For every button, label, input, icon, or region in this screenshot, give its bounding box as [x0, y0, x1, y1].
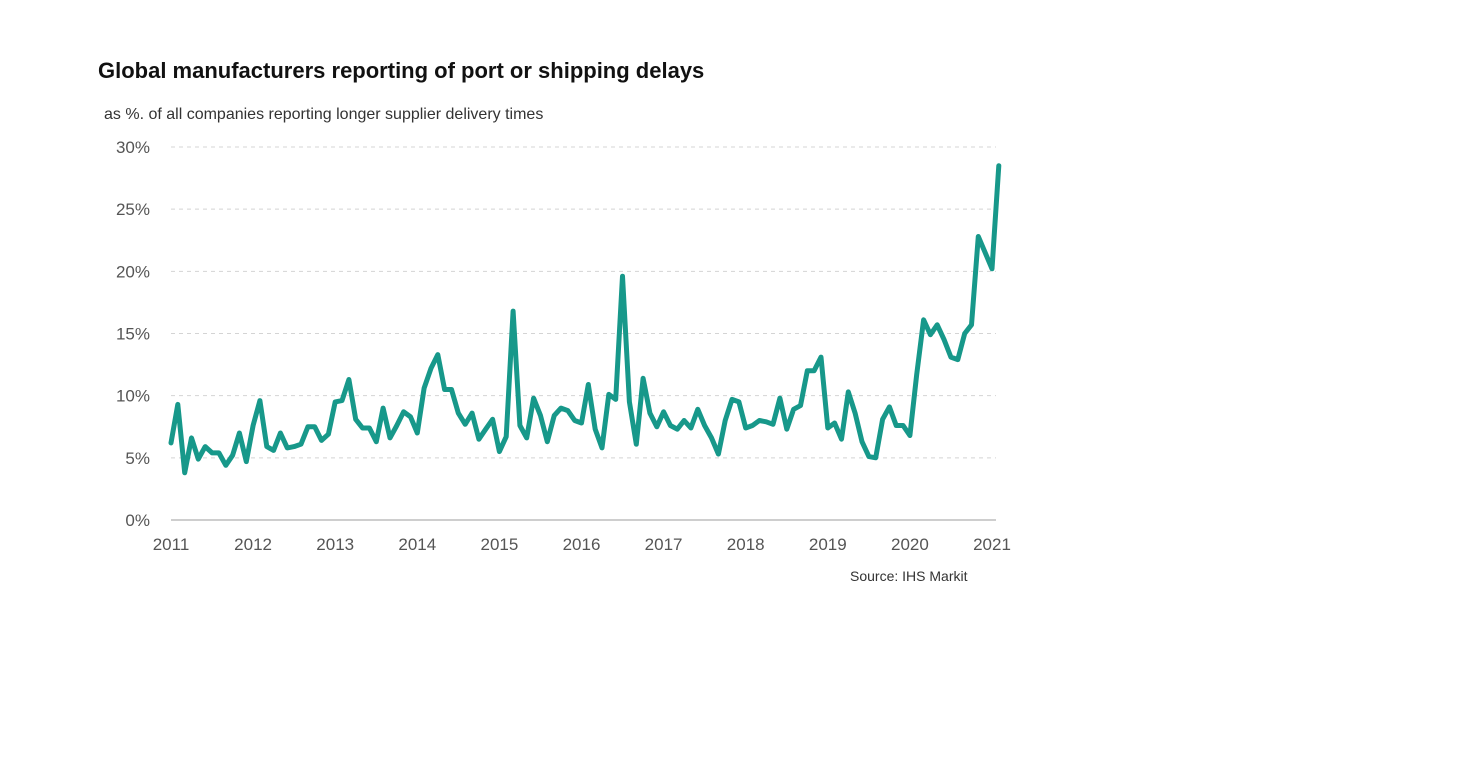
- x-tick-label: 2011: [153, 535, 190, 554]
- y-tick-label: 30%: [116, 138, 150, 157]
- y-axis-tick-labels: 0% 5% 10% 15% 20% 25% 30%: [116, 138, 150, 530]
- y-tick-label: 0%: [125, 511, 150, 530]
- x-tick-label: 2015: [480, 535, 518, 554]
- chart-subtitle: as %. of all companies reporting longer …: [104, 106, 544, 123]
- x-tick-label: 2017: [645, 535, 683, 554]
- y-tick-label: 10%: [116, 387, 150, 406]
- source-note: Source: IHS Markit: [850, 568, 968, 584]
- x-tick-label: 2021: [973, 535, 1011, 554]
- x-tick-label: 2020: [891, 535, 929, 554]
- series-line: [168, 163, 1002, 476]
- x-tick-label: 2019: [809, 535, 847, 554]
- x-axis-tick-labels: 2011 2012 2013 2014 2015 2016 2017 2018 2019 2020…: [153, 535, 1011, 554]
- x-tick-label: 2014: [398, 535, 436, 554]
- x-tick-label: 2018: [727, 535, 765, 554]
- x-tick-label: 2012: [234, 535, 272, 554]
- series-layer: [168, 163, 1002, 476]
- y-tick-label: 15%: [116, 325, 150, 344]
- y-tick-label: 20%: [116, 262, 150, 281]
- x-tick-label: 2016: [563, 535, 601, 554]
- x-tick-label: 2013: [316, 535, 354, 554]
- y-tick-label: 25%: [116, 200, 150, 219]
- chart-title: Global manufacturers reporting of port o…: [98, 58, 705, 83]
- y-tick-label: 5%: [125, 449, 150, 468]
- chart-gridlines: [171, 146, 996, 521]
